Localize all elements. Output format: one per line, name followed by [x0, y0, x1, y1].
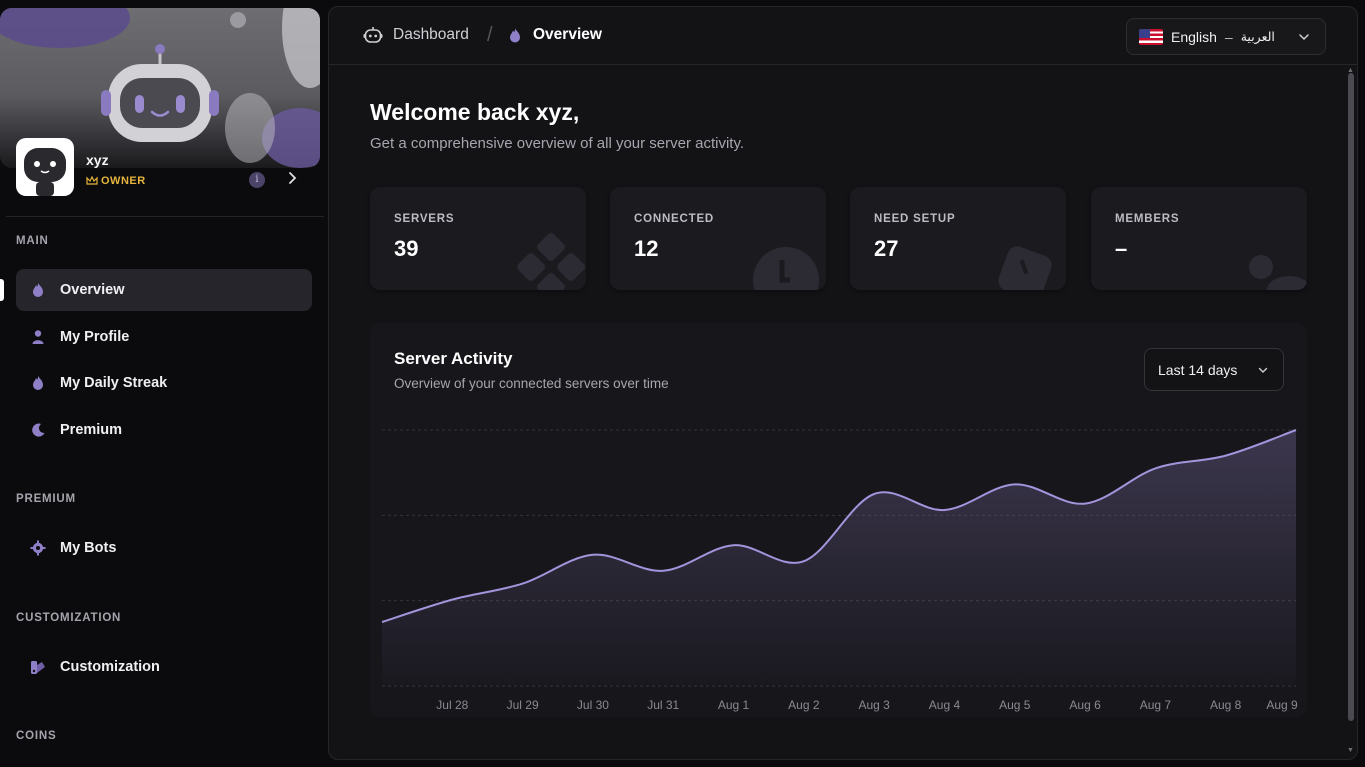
- date-range-label: Last 14 days: [1158, 361, 1238, 378]
- x-tick-label: Aug 6: [1069, 698, 1101, 712]
- breadcrumb-label: Overview: [533, 26, 602, 43]
- language-label: English: [1171, 28, 1217, 45]
- date-range-select[interactable]: Last 14 days: [1144, 348, 1284, 391]
- series-line: [381, 429, 1297, 623]
- sidebar-item-my-profile[interactable]: My Profile: [16, 316, 312, 358]
- x-tick-label: Aug 4: [929, 698, 961, 712]
- card-title: Server Activity: [394, 349, 513, 368]
- x-tick-label: Aug 9: [1266, 698, 1298, 712]
- robot-banner-illustration: [0, 8, 320, 168]
- crown-icon: [86, 176, 98, 185]
- palette-icon: [31, 661, 45, 674]
- active-indicator: [0, 279, 4, 301]
- role-label: OWNER: [101, 175, 146, 187]
- breadcrumb-separator: /: [487, 24, 493, 46]
- stat-value: 27: [874, 236, 899, 261]
- stat-card-need-setup: NEED SETUP 27: [850, 187, 1066, 290]
- avatar[interactable]: [16, 138, 74, 196]
- stat-card-connected: CONNECTED 12: [610, 187, 826, 290]
- stat-value: 39: [394, 236, 419, 261]
- moon-icon: [32, 423, 45, 437]
- x-tick-label: Aug 7: [1140, 698, 1172, 712]
- chevron-right-icon[interactable]: [282, 168, 302, 188]
- stat-label: MEMBERS: [1115, 213, 1180, 225]
- sidebar: xyz OWNER i MAIN Overview My Profile My …: [0, 0, 324, 767]
- series-area: [382, 430, 1296, 686]
- x-tick-label: Jul 28: [436, 698, 468, 712]
- x-tick-label: Aug 3: [858, 698, 890, 712]
- x-tick-label: Jul 31: [647, 698, 679, 712]
- main-panel: Dashboard / Overview English – العربية ▲…: [328, 6, 1358, 760]
- users-icon: [1249, 255, 1307, 290]
- gear-icon: [30, 540, 46, 556]
- card-subtitle: Overview of your connected servers over …: [394, 376, 669, 391]
- x-tick-label: Aug 2: [788, 698, 820, 712]
- flame-icon: [33, 376, 43, 390]
- scroll-down-arrow[interactable]: ▼: [1347, 747, 1354, 754]
- section-label-main: MAIN: [16, 235, 49, 247]
- sidebar-item-my-daily-streak[interactable]: My Daily Streak: [16, 362, 312, 404]
- info-icon[interactable]: i: [249, 172, 265, 188]
- sidebar-item-label: Customization: [60, 659, 160, 675]
- sidebar-item-my-bots[interactable]: My Bots: [16, 527, 312, 569]
- x-tick-label: Aug 8: [1210, 698, 1242, 712]
- chevron-down-icon: [1258, 367, 1268, 373]
- role-badge: OWNER: [86, 175, 146, 187]
- breadcrumb-label: Dashboard: [393, 26, 469, 43]
- scrollbar[interactable]: [1348, 73, 1354, 721]
- sidebar-item-label: My Daily Streak: [60, 375, 168, 391]
- scroll-up-arrow[interactable]: ▲: [1347, 67, 1354, 74]
- breadcrumb-overview: Overview: [507, 26, 602, 44]
- stat-value: –: [1115, 236, 1128, 261]
- page-title: Welcome back xyz,: [370, 99, 580, 125]
- sidebar-item-premium[interactable]: Premium: [16, 409, 312, 451]
- sidebar-item-label: Overview: [60, 282, 125, 298]
- flame-icon: [510, 28, 520, 42]
- stat-label: CONNECTED: [634, 213, 715, 225]
- language-separator: –: [1224, 28, 1233, 45]
- robot-icon: [363, 27, 383, 43]
- stat-value: 12: [634, 236, 659, 261]
- user-icon: [32, 330, 44, 344]
- section-label-coins: COINS: [16, 730, 57, 742]
- section-label-premium: PREMIUM: [16, 493, 76, 505]
- top-bar: Dashboard / Overview English – العربية: [329, 7, 1357, 65]
- flame-icon: [33, 283, 43, 297]
- warning-icon: [998, 246, 1052, 290]
- stat-label: SERVERS: [394, 213, 455, 225]
- language-select[interactable]: English – العربية: [1126, 18, 1326, 55]
- x-tick-label: Jul 29: [507, 698, 539, 712]
- sidebar-item-label: My Profile: [60, 329, 130, 345]
- us-flag-icon: [1139, 28, 1163, 45]
- sidebar-item-overview[interactable]: Overview: [16, 269, 312, 311]
- x-tick-label: Aug 1: [718, 698, 750, 712]
- clock-icon: [753, 247, 819, 290]
- profile-card[interactable]: xyz OWNER i: [16, 138, 316, 198]
- server-activity-chart: Jul 28 Jul 29 Jul 30 Jul 31 Aug 1 Aug 2 Aug 3 A…: [381, 429, 1298, 712]
- username: xyz: [86, 152, 109, 168]
- stat-label: NEED SETUP: [874, 213, 956, 225]
- puzzle-icon: [517, 233, 585, 290]
- server-activity-card: Server Activity Overview of your connect…: [370, 323, 1307, 717]
- breadcrumb-dashboard[interactable]: Dashboard: [363, 26, 469, 44]
- x-tick-label: Jul 30: [577, 698, 609, 712]
- x-tick-label: Aug 5: [999, 698, 1031, 712]
- chevron-down-icon: [1299, 34, 1309, 41]
- section-label-customization: CUSTOMIZATION: [16, 612, 122, 624]
- sidebar-item-label: Premium: [60, 422, 123, 438]
- sidebar-item-customization[interactable]: Customization: [16, 646, 312, 688]
- page-subtitle: Get a comprehensive overview of all your…: [370, 135, 745, 152]
- stat-card-members: MEMBERS –: [1091, 187, 1307, 290]
- language-alt-label: العربية: [1240, 30, 1275, 44]
- stat-card-servers: SERVERS 39: [370, 187, 586, 290]
- sidebar-item-label: My Bots: [60, 540, 117, 556]
- avatar-image: [24, 148, 66, 196]
- sidebar-divider: [6, 216, 324, 217]
